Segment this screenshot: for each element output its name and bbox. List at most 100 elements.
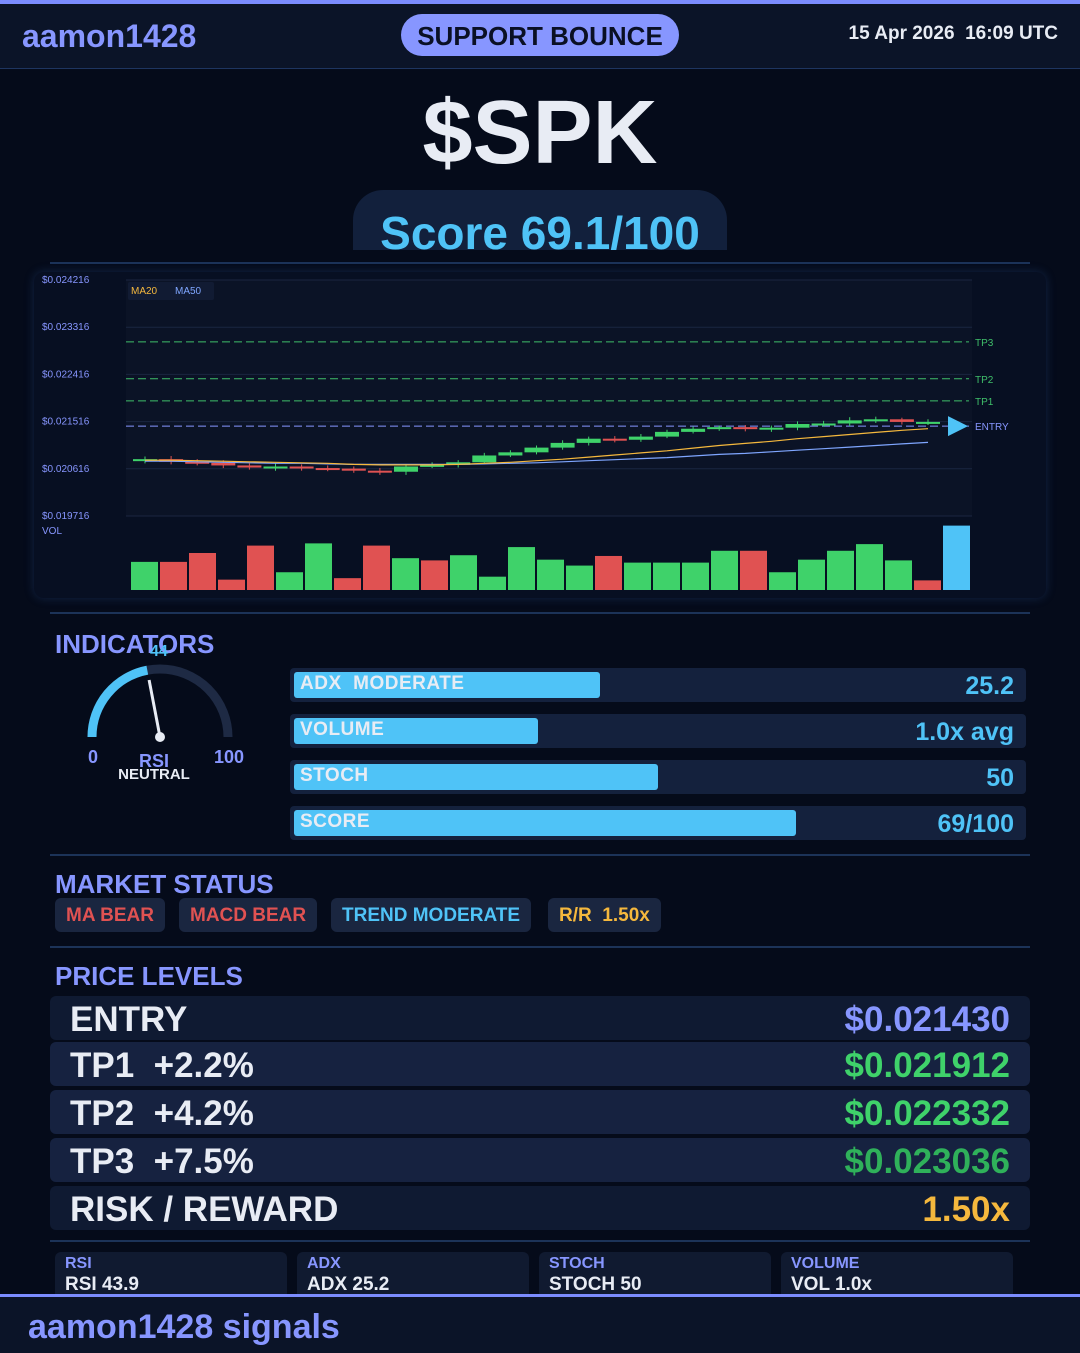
level-name: TP1 +2.2%: [70, 1046, 254, 1085]
gauge-needle: [147, 679, 162, 738]
volume-bar: [711, 550, 738, 590]
rsi-gauge-svg: 44 0 100 RSI NEUTRAL: [87, 643, 244, 783]
volume-bar: [305, 543, 332, 590]
status-chip-rr: R/R 1.50x: [548, 898, 661, 932]
status-chip-ma: MA BEAR: [55, 898, 165, 932]
level-name: ENTRY: [70, 1000, 188, 1039]
volume-bar: [479, 576, 506, 590]
level-price: $0.023036: [844, 1142, 1010, 1181]
volume-bar: [856, 544, 883, 590]
gauge-state-label: NEUTRAL: [118, 766, 190, 783]
indicator-bar-score: SCORE 69/100: [290, 806, 1026, 840]
candle-body: [394, 466, 418, 472]
candle-body: [576, 438, 601, 443]
level-price: 1.50x: [922, 1190, 1010, 1229]
candle-body: [811, 423, 836, 426]
bar-fill: [294, 810, 797, 836]
gauge-min-label: 0: [88, 747, 98, 767]
bar-value: 25.2: [965, 672, 1014, 700]
candle-body: [655, 431, 679, 437]
divider: [50, 612, 1030, 614]
candle-body: [916, 421, 940, 424]
volume-bar: [276, 572, 303, 590]
ma20-line: [145, 428, 929, 466]
volume-bar: [537, 559, 564, 590]
market-status-title: MARKET STATUS: [55, 869, 274, 899]
candle-body: [733, 427, 758, 430]
entry-arrow-icon: [948, 416, 968, 437]
score-badge: Score 69.1/100: [353, 190, 727, 250]
y-tick-label: $0.019716: [42, 511, 90, 522]
volume-bar: [624, 562, 651, 590]
indicator-bar-adx: ADX MODERATE 25.2: [290, 668, 1026, 702]
volume-bar: [160, 561, 187, 590]
top-accent-line: [0, 0, 1080, 4]
divider: [50, 946, 1030, 948]
level-label-tp3: TP3: [975, 338, 994, 349]
candle-body: [707, 427, 732, 430]
stat-value: STOCH 50: [549, 1274, 642, 1295]
status-chip-macd: MACD BEAR: [179, 898, 318, 932]
stat-key: VOLUME: [791, 1255, 860, 1272]
bar-value: 69/100: [937, 810, 1014, 838]
divider: [50, 262, 1030, 264]
price-levels-title: PRICE LEVELS: [55, 961, 243, 991]
header-bar: aamon1428 SUPPORT BOUNCE 15 Apr 2026 16:…: [0, 4, 1080, 69]
volume-bar: [682, 562, 709, 590]
legend-ma50: MA50: [175, 286, 202, 297]
bar-label: SCORE: [300, 811, 371, 832]
level-label-tp2: TP2: [975, 375, 994, 386]
volume-label: VOL: [42, 526, 62, 537]
legend-box: [128, 282, 214, 300]
volume-bar: [914, 580, 941, 590]
candle-body: [472, 455, 497, 463]
brand-name: aamon1428: [22, 18, 197, 54]
legend-ma20: MA20: [131, 286, 158, 297]
volume-bar: [218, 579, 245, 590]
volume-bar: [740, 550, 767, 590]
level-name: TP2 +4.2%: [70, 1094, 254, 1133]
ma50-line: [145, 441, 929, 465]
bar-value: 50: [986, 764, 1014, 792]
stat-key: ADX: [307, 1255, 341, 1272]
level-row-tp2: TP2 +4.2% $0.022332: [50, 1090, 1030, 1134]
candle-body: [889, 419, 914, 422]
candle-body: [837, 420, 862, 424]
volume-bar: [334, 578, 361, 590]
gauge-max-label: 100: [214, 747, 244, 767]
volume-bar: [798, 559, 825, 590]
candle-body: [263, 466, 288, 469]
indicator-bar-volume: VOLUME 1.0x avg: [290, 714, 1026, 748]
stat-card-adx: ADX ADX 25.2: [297, 1252, 529, 1296]
candle-body: [681, 428, 706, 432]
level-row-risk-reward: RISK / REWARD 1.50x: [50, 1186, 1030, 1230]
level-row-tp1: TP1 +2.2% $0.021912: [50, 1042, 1030, 1086]
candle-body: [420, 464, 445, 467]
gauge-fill: [87, 665, 149, 738]
timestamp: 15 Apr 2026 16:09 UTC: [848, 23, 1058, 44]
bar-label: VOLUME: [300, 719, 385, 740]
price-chart: $0.024216 $0.023316 $0.022416 $0.021516 $0.0…: [34, 272, 1046, 598]
volume-bar: [885, 560, 912, 590]
candle-body: [211, 462, 236, 466]
stat-value: RSI 43.9: [65, 1274, 139, 1295]
bar-fill: [294, 764, 658, 790]
indicators-title: INDICATORS: [55, 629, 215, 659]
ticker-symbol: $SPK: [422, 83, 658, 183]
gauge-track: [87, 664, 233, 738]
bar-label: ADX MODERATE: [300, 673, 465, 694]
volume-bar: [363, 545, 390, 590]
volume-bar: [653, 562, 680, 590]
stat-key: STOCH: [549, 1255, 605, 1272]
signal-badge: SUPPORT BOUNCE: [401, 14, 679, 56]
candle-body: [237, 465, 262, 468]
gauge-name-label: RSI: [139, 751, 169, 771]
plot-area: [126, 280, 972, 516]
volume-bar: [595, 555, 622, 590]
divider: [50, 854, 1030, 856]
level-row-tp3: TP3 +7.5% $0.023036: [50, 1138, 1030, 1182]
candle-body: [341, 468, 366, 471]
volume-bar: [566, 565, 593, 590]
divider: [50, 1240, 1030, 1242]
candle-body: [524, 447, 549, 453]
